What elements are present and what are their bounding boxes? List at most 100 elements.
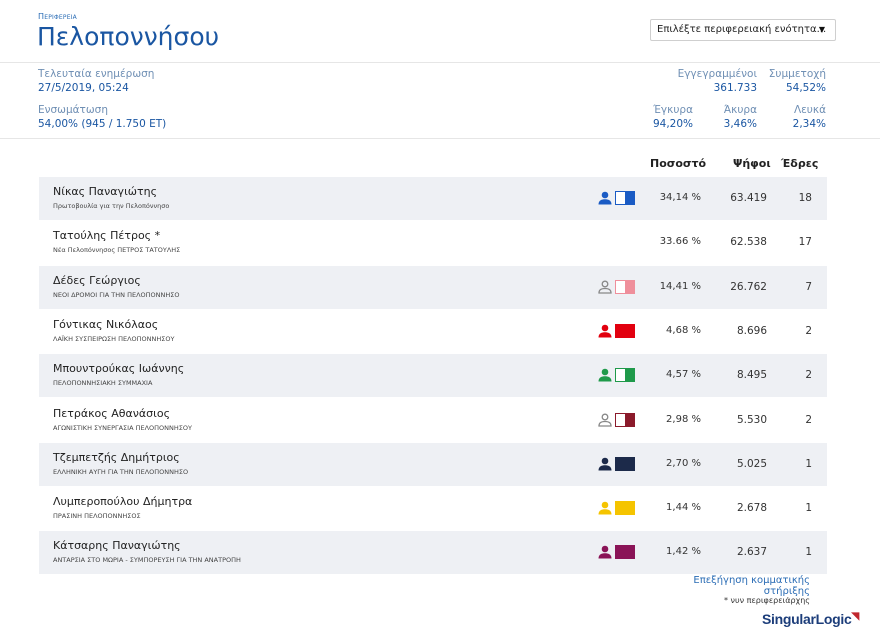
caret-down-icon: ▼ bbox=[818, 25, 825, 34]
percent-value: 4,57 % bbox=[666, 369, 701, 381]
select-value: Επιλέξτε περιφερειακή ενότητα... bbox=[657, 24, 827, 35]
percent-value: 2,98 % bbox=[666, 413, 701, 425]
votes-value: 2.637 bbox=[736, 546, 767, 559]
candidate-name: Δέδες Γεώργιος bbox=[53, 273, 141, 287]
table-row[interactable]: Τζεμπετζής Δημήτριος ΕΛΛΗΝΙΚΗ ΑΥΓΗ ΓΙΑ ΤΗ… bbox=[39, 442, 827, 486]
person-filled-icon bbox=[598, 191, 612, 205]
party-color-swatch bbox=[615, 412, 635, 427]
invalid-label: Άκυρα bbox=[723, 104, 757, 116]
table-row[interactable]: Δέδες Γεώργιος ΝΕΟΙ ΔΡΟΜΟΙ ΓΙΑ ΤΗΝ ΠΕΛΟΠΟ… bbox=[39, 265, 827, 309]
col-header-seats: Έδρες bbox=[781, 157, 819, 170]
seats-value: 1 bbox=[805, 457, 812, 470]
votes-value: 2.678 bbox=[736, 502, 767, 515]
integration-value: 54,00% (945 / 1.750 ΕΤ) bbox=[38, 118, 167, 130]
party-color-swatch bbox=[615, 279, 635, 294]
seats-value: 2 bbox=[805, 413, 812, 426]
table-row[interactable]: Νίκας Παναγιώτης Πρωτοβουλία για την Πελο… bbox=[39, 177, 827, 220]
party-name: ΠΡΑΣΙΝΗ ΠΕΛΟΠΟΝΝΗΣΟΣ bbox=[53, 512, 141, 521]
table-row[interactable]: Τατούλης Πέτρος * Νέα Πελοπόννησος ΠΕΤΡΟΣ… bbox=[39, 221, 827, 264]
registered-value: 361.733 bbox=[713, 82, 757, 94]
person-outline-icon bbox=[598, 413, 612, 427]
party-name: ΛΑΪΚΗ ΣΥΣΠΕΙΡΩΣΗ ΠΕΛΟΠΟΝΝΗΣΟΥ bbox=[53, 334, 175, 343]
singularlogic-logo: SingularLogic◥ bbox=[762, 611, 859, 627]
candidate-name: Μπουντρούκας Ιωάννης bbox=[53, 362, 185, 376]
party-name: ΑΝΤΑΡΣΙΑ ΣΤΟ ΜΩΡΙΑ - ΣΥΜΠΟΡΕΥΣΗ ΓΙΑ ΤΗΝ … bbox=[53, 556, 241, 565]
integration-label: Ενσωμάτωση bbox=[38, 104, 108, 116]
last-update-value: 27/5/2019, 05:24 bbox=[38, 82, 129, 94]
table-row[interactable]: Πετράκος Αθανάσιος ΑΓΩΝΙΣΤΙΚΗ ΣΥΝΕΡΓΑΣΙΑ … bbox=[39, 399, 827, 442]
party-support-explanation-link[interactable]: Επεξήγηση κομματικής στήριξης bbox=[693, 575, 810, 597]
seats-value: 17 bbox=[798, 236, 812, 249]
party-color-swatch bbox=[615, 191, 635, 205]
candidate-name: Πετράκος Αθανάσιος bbox=[53, 406, 171, 420]
col-header-percent: Ποσοστό bbox=[650, 157, 707, 170]
percent-value: 1,44 % bbox=[666, 502, 701, 514]
invalid-value: 3,46% bbox=[723, 118, 757, 130]
logo-text-logic: Logic bbox=[815, 611, 852, 627]
percent-value: 4,68 % bbox=[666, 324, 701, 336]
percent-value: 2,70 % bbox=[666, 457, 701, 469]
header: Περιφερεια Πελοποννήσου Επιλέξτε περιφερ… bbox=[0, 0, 880, 62]
registered-label: Εγγεγραμμένοι bbox=[677, 68, 757, 80]
footnote: * νυν περιφερειάρχης bbox=[723, 597, 810, 605]
person-filled-icon bbox=[598, 457, 612, 471]
party-color-swatch bbox=[615, 501, 635, 516]
person-filled-icon bbox=[598, 324, 612, 338]
votes-value: 62.538 bbox=[730, 236, 767, 249]
person-filled-icon bbox=[598, 368, 612, 382]
party-name: ΑΓΩΝΙΣΤΙΚΗ ΣΥΝΕΡΓΑΣΙΑ ΠΕΛΟΠΟΝΝΗΣΟΥ bbox=[53, 423, 192, 432]
col-header-votes: Ψήφοι bbox=[733, 157, 771, 170]
votes-value: 5.025 bbox=[736, 457, 767, 470]
candidate-name: Γόντικας Νικόλαος bbox=[53, 317, 159, 331]
table-row[interactable]: Γόντικας Νικόλαος ΛΑΪΚΗ ΣΥΣΠΕΙΡΩΣΗ ΠΕΛΟΠΟ… bbox=[39, 310, 827, 353]
seats-value: 1 bbox=[805, 546, 812, 559]
votes-value: 63.419 bbox=[730, 192, 767, 204]
valid-label: Έγκυρα bbox=[653, 104, 693, 116]
table-row[interactable]: Μπουντρούκας Ιωάννης ΠΕΛΟΠΟΝΝΗΣΙΑΚΗ ΣΥΜΜΑ… bbox=[39, 354, 827, 398]
candidate-name: Λυμπεροπούλου Δήμητρα bbox=[53, 495, 193, 509]
divider bbox=[0, 62, 880, 63]
region-kicker: Περιφερεια bbox=[38, 12, 77, 21]
votes-value: 5.530 bbox=[736, 413, 767, 426]
percent-value: 14,41 % bbox=[659, 280, 701, 292]
logo-accent-icon: ◥ bbox=[851, 611, 859, 622]
person-filled-icon bbox=[598, 501, 612, 515]
valid-value: 94,20% bbox=[652, 118, 693, 130]
regional-unit-select[interactable]: Επιλέξτε περιφερειακή ενότητα... ▼ bbox=[650, 19, 836, 41]
votes-value: 8.495 bbox=[736, 369, 767, 382]
party-color-swatch bbox=[615, 456, 635, 471]
seats-value: 2 bbox=[805, 369, 812, 382]
blank-value: 2,34% bbox=[792, 118, 826, 130]
seats-value: 7 bbox=[805, 280, 812, 293]
person-outline-icon bbox=[598, 280, 612, 294]
candidate-name: Τζεμπετζής Δημήτριος bbox=[53, 450, 180, 464]
seats-value: 2 bbox=[805, 324, 812, 337]
party-name: ΝΕΟΙ ΔΡΟΜΟΙ ΓΙΑ ΤΗΝ ΠΕΛΟΠΟΝΝΗΣΟ bbox=[53, 290, 180, 299]
votes-value: 26.762 bbox=[730, 280, 767, 293]
last-update-label: Τελευταία ενημέρωση bbox=[38, 68, 155, 80]
turnout-value: 54,52% bbox=[785, 82, 826, 94]
seats-value: 18 bbox=[798, 192, 812, 204]
party-color-swatch bbox=[615, 368, 635, 383]
party-name: Πρωτοβουλία για την Πελοπόννησο bbox=[53, 202, 170, 210]
table-row[interactable]: Κάτσαρης Παναγιώτης ΑΝΤΑΡΣΙΑ ΣΤΟ ΜΩΡΙΑ - … bbox=[39, 531, 827, 575]
party-name: Νέα Πελοπόννησος ΠΕΤΡΟΣ ΤΑΤΟΥΛΗΣ bbox=[53, 246, 181, 255]
table-row[interactable]: Λυμπεροπούλου Δήμητρα ΠΡΑΣΙΝΗ ΠΕΛΟΠΟΝΝΗΣΟ… bbox=[39, 487, 827, 530]
party-name: ΠΕΛΟΠΟΝΝΗΣΙΑΚΗ ΣΥΜΜΑΧΙΑ bbox=[53, 379, 153, 388]
party-color-swatch bbox=[615, 545, 635, 560]
party-color-swatch bbox=[615, 323, 635, 338]
turnout-label: Συμμετοχή bbox=[768, 68, 826, 80]
divider bbox=[0, 138, 880, 139]
candidate-name: Κάτσαρης Παναγιώτης bbox=[53, 539, 181, 553]
page-title: Πελοποννήσου bbox=[37, 22, 220, 51]
percent-value: 34,14 % bbox=[659, 192, 701, 203]
seats-value: 1 bbox=[805, 502, 812, 515]
percent-value: 1,42 % bbox=[666, 546, 701, 558]
blank-label: Λευκά bbox=[793, 104, 826, 116]
percent-value: 33.66 % bbox=[659, 236, 701, 248]
votes-value: 8.696 bbox=[736, 324, 767, 337]
candidate-name: Τατούλης Πέτρος * bbox=[53, 229, 161, 243]
logo-text-singular: Singular bbox=[762, 611, 816, 627]
candidate-name: Νίκας Παναγιώτης bbox=[53, 185, 158, 198]
party-name: ΕΛΛΗΝΙΚΗ ΑΥΓΗ ΓΙΑ ΤΗΝ ΠΕΛΟΠΟΝΝΗΣΟ bbox=[53, 467, 189, 476]
